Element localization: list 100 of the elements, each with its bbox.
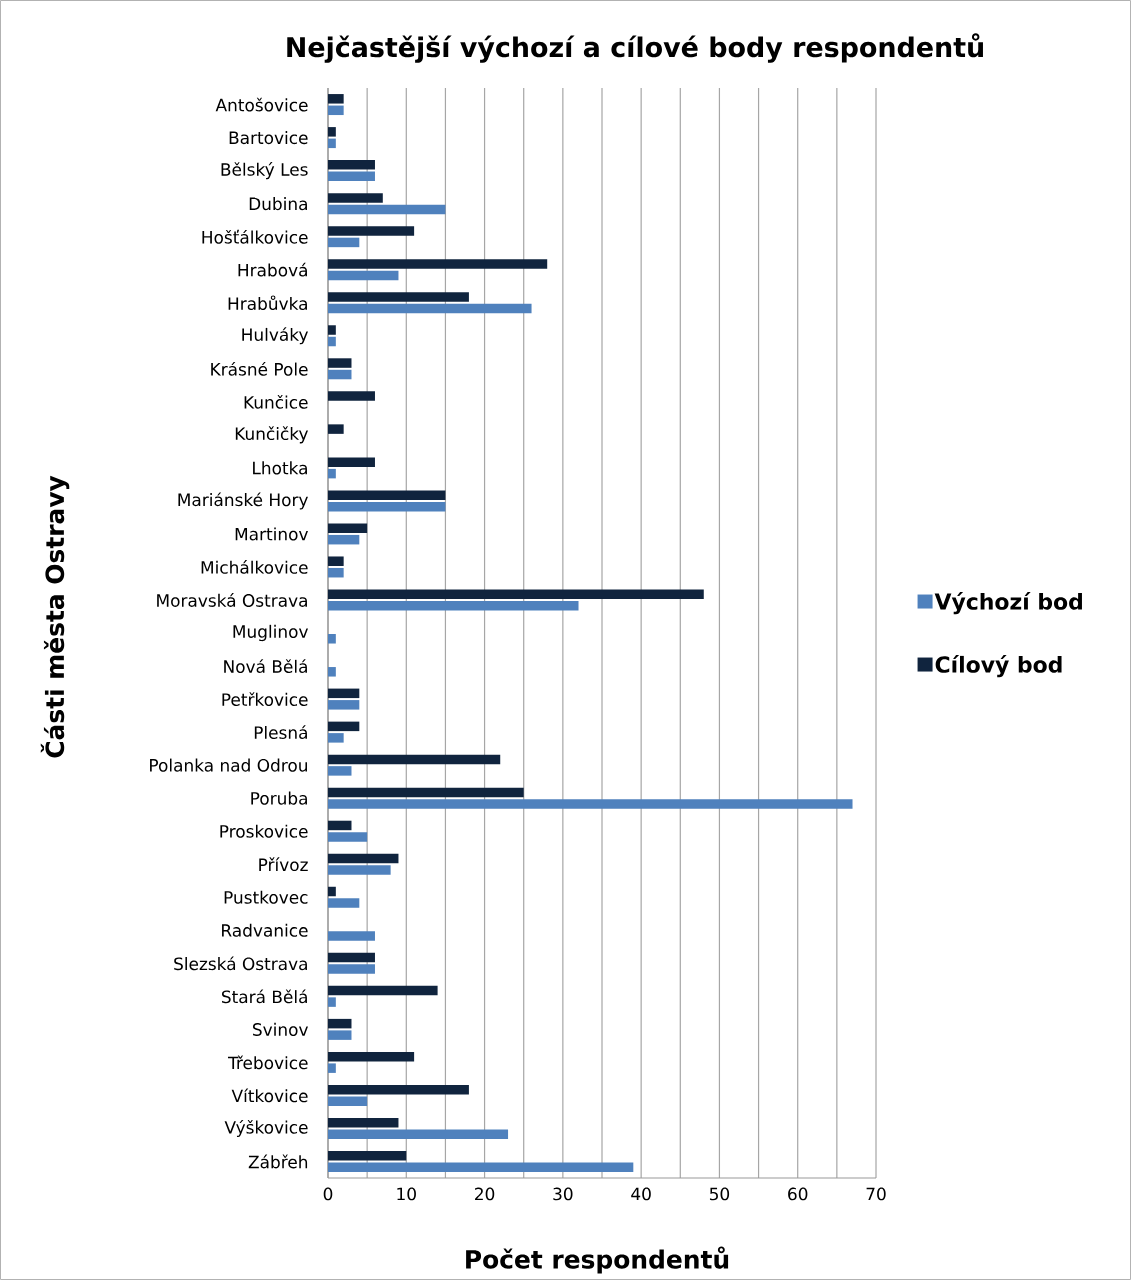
bar bbox=[328, 898, 360, 908]
bar bbox=[328, 160, 375, 170]
bar bbox=[328, 754, 501, 765]
bar bbox=[328, 997, 336, 1007]
y-tick-label: Dubina bbox=[249, 197, 307, 211]
y-tick-label: Třebovice bbox=[227, 1055, 308, 1070]
y-tick-label: Hrabůvka bbox=[228, 295, 307, 311]
y-tick-label: Radvanice bbox=[222, 923, 308, 937]
bar bbox=[328, 1129, 509, 1139]
bar bbox=[328, 424, 344, 434]
bar bbox=[328, 1084, 469, 1095]
bar bbox=[328, 1051, 415, 1062]
y-tick-label: Michálkovice bbox=[201, 560, 308, 574]
y-tick-label: Mariánské Hory bbox=[178, 492, 308, 510]
bar bbox=[328, 787, 524, 798]
bar bbox=[328, 369, 352, 380]
x-tick-label: 30 bbox=[553, 1187, 573, 1201]
bar bbox=[328, 1096, 368, 1106]
y-tick-label: Muglinov bbox=[233, 624, 308, 642]
x-tick-label: 60 bbox=[788, 1187, 808, 1201]
bar bbox=[328, 700, 360, 710]
y-tick-label: Pustkovec bbox=[224, 890, 308, 904]
bar bbox=[328, 237, 360, 248]
x-tick-label: 20 bbox=[475, 1187, 495, 1201]
bar bbox=[328, 193, 383, 203]
bar bbox=[328, 501, 446, 512]
x-tick-label: 70 bbox=[866, 1187, 886, 1201]
bar bbox=[328, 886, 336, 897]
bar bbox=[328, 1063, 336, 1073]
bar bbox=[328, 171, 375, 182]
bar bbox=[328, 688, 360, 699]
y-tick-label: Krásné Pole bbox=[211, 361, 308, 376]
bar bbox=[328, 391, 375, 401]
bar bbox=[328, 1151, 407, 1161]
bar bbox=[328, 601, 579, 611]
y-tick-label: Lhotka bbox=[253, 461, 307, 475]
y-tick-label: Poruba bbox=[251, 791, 307, 805]
bar bbox=[328, 325, 336, 335]
x-axis-title: Počet respondentů bbox=[466, 1246, 729, 1274]
bar bbox=[328, 468, 336, 479]
legend-label: Výchozí bod bbox=[934, 592, 1082, 615]
bar bbox=[328, 667, 336, 677]
bar bbox=[328, 1030, 352, 1040]
bar bbox=[328, 204, 446, 215]
bar bbox=[328, 226, 415, 236]
bar bbox=[328, 799, 853, 809]
bar bbox=[328, 138, 336, 149]
bar bbox=[328, 1018, 352, 1029]
y-tick-label: Vítkovice bbox=[231, 1088, 308, 1103]
y-tick-label: Kunčice bbox=[244, 394, 308, 409]
bar bbox=[328, 127, 336, 137]
bar bbox=[328, 94, 344, 104]
bar bbox=[328, 457, 375, 467]
bar bbox=[328, 567, 344, 578]
bar bbox=[328, 985, 438, 996]
bar bbox=[328, 733, 344, 743]
y-tick-label: Hrabová bbox=[238, 262, 307, 277]
y-tick-label: Hošťálkovice bbox=[202, 229, 308, 244]
y-tick-label: Bělský Les bbox=[221, 162, 308, 180]
bar bbox=[328, 1117, 399, 1128]
y-tick-label: Svinov bbox=[252, 1022, 308, 1036]
bar bbox=[328, 964, 375, 974]
bar bbox=[328, 105, 344, 116]
bar bbox=[328, 634, 336, 644]
x-tick-label: 10 bbox=[397, 1187, 416, 1201]
y-tick-label: Polanka nad Odrou bbox=[150, 758, 307, 772]
y-tick-label: Petřkovice bbox=[222, 692, 308, 706]
bar bbox=[328, 358, 352, 368]
bar bbox=[328, 766, 352, 776]
bar bbox=[328, 534, 360, 545]
x-tick-label: 0 bbox=[323, 1187, 333, 1201]
bar bbox=[328, 952, 375, 963]
chart-title: Nejčastější výchozí a cílové body respondentů bbox=[287, 33, 983, 63]
bar bbox=[328, 820, 352, 831]
x-tick-label: 40 bbox=[631, 1187, 651, 1201]
y-tick-label: Přívoz bbox=[259, 857, 308, 872]
y-tick-label: Plesná bbox=[254, 725, 307, 739]
bar bbox=[328, 259, 548, 269]
bar bbox=[328, 336, 336, 347]
bar bbox=[328, 556, 344, 566]
y-tick-label: Moravská Ostrava bbox=[157, 593, 307, 607]
y-axis-title: Části města Ostravy bbox=[40, 475, 70, 758]
bar bbox=[328, 832, 368, 842]
y-tick-label: Zábřeh bbox=[248, 1154, 308, 1169]
y-tick-label: Stará Bělá bbox=[221, 989, 307, 1004]
bar bbox=[328, 490, 446, 500]
bar bbox=[328, 865, 391, 875]
bar bbox=[328, 270, 399, 281]
bar bbox=[328, 931, 375, 941]
legend-label: Cílový bod bbox=[935, 655, 1062, 678]
y-tick-label: Kunčičky bbox=[235, 426, 308, 444]
bar bbox=[328, 853, 399, 864]
y-tick-label: Bartovice bbox=[229, 131, 308, 145]
x-tick-label: 50 bbox=[709, 1187, 730, 1201]
y-tick-label: Hulváky bbox=[242, 327, 308, 345]
y-tick-label: Martinov bbox=[235, 527, 308, 541]
bar bbox=[328, 721, 360, 732]
bar bbox=[328, 523, 368, 533]
bar bbox=[328, 1162, 634, 1172]
y-tick-label: Antošovice bbox=[215, 97, 308, 112]
